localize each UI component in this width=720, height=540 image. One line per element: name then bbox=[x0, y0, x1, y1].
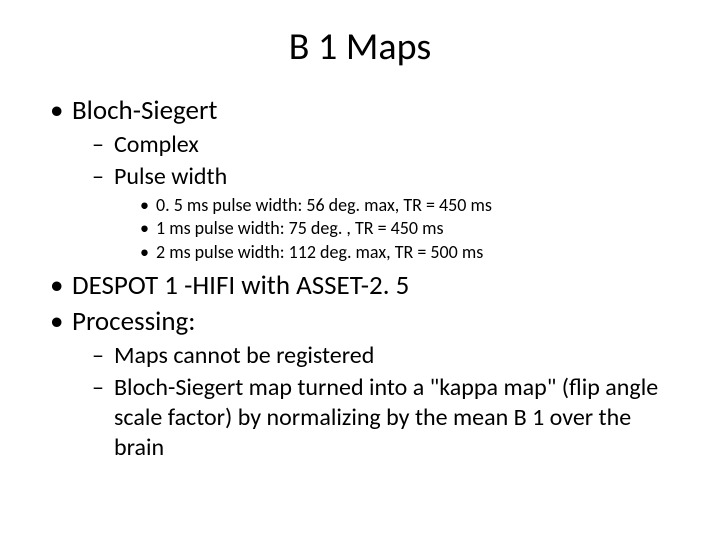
bullet-list-level2: Complex Pulse width 0. 5 ms pulse width:… bbox=[92, 130, 684, 264]
slide-title: B 1 Maps bbox=[36, 24, 684, 70]
list-item-text: Maps cannot be registered bbox=[114, 341, 374, 370]
list-item: Processing: Maps cannot be registered Bl… bbox=[50, 305, 684, 463]
list-item-text: Complex bbox=[114, 130, 199, 159]
list-item: 1 ms pulse width: 75 deg. , TR = 450 ms bbox=[140, 217, 684, 240]
list-item-text: Bloch-Siegert bbox=[72, 94, 217, 127]
list-item: 2 ms pulse width: 112 deg. max, TR = 500… bbox=[140, 241, 684, 264]
list-item-text: Pulse width bbox=[114, 162, 227, 191]
list-item-text: 1 ms pulse width: 75 deg. , TR = 450 ms bbox=[156, 217, 444, 239]
list-item-text: 0. 5 ms pulse width: 56 deg. max, TR = 4… bbox=[156, 194, 492, 216]
list-item-text: 2 ms pulse width: 112 deg. max, TR = 500… bbox=[156, 241, 483, 263]
list-item-text: Processing: bbox=[72, 305, 195, 338]
list-item-text: DESPOT 1 -HIFI with ASSET-2. 5 bbox=[72, 269, 409, 302]
bullet-list-level1: Bloch-Siegert Complex Pulse width 0. 5 m… bbox=[50, 94, 684, 463]
list-item: Maps cannot be registered bbox=[92, 341, 684, 371]
bullet-list-level3: 0. 5 ms pulse width: 56 deg. max, TR = 4… bbox=[140, 194, 684, 264]
bullet-list-level2: Maps cannot be registered Bloch-Siegert … bbox=[92, 341, 684, 463]
list-item: Pulse width 0. 5 ms pulse width: 56 deg.… bbox=[92, 162, 684, 264]
slide: B 1 Maps Bloch-Siegert Complex Pulse wid… bbox=[0, 0, 720, 540]
list-item: Complex bbox=[92, 130, 684, 160]
list-item-text: Bloch-Siegert map turned into a "kappa m… bbox=[114, 373, 658, 462]
list-item: DESPOT 1 -HIFI with ASSET-2. 5 bbox=[50, 269, 684, 303]
list-item: Bloch-Siegert Complex Pulse width 0. 5 m… bbox=[50, 94, 684, 263]
list-item: 0. 5 ms pulse width: 56 deg. max, TR = 4… bbox=[140, 194, 684, 217]
list-item: Bloch-Siegert map turned into a "kappa m… bbox=[92, 373, 684, 463]
